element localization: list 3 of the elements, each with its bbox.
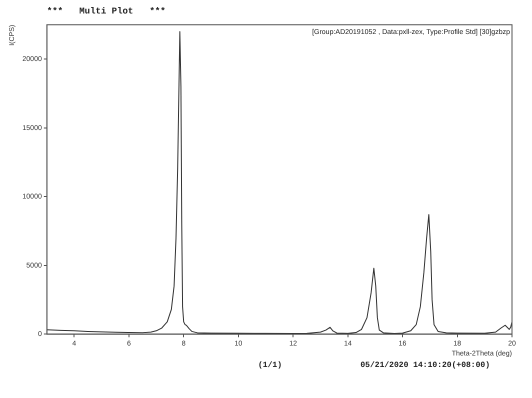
text: 05/21/2020 14:10:20(+08:00) bbox=[360, 361, 490, 370]
chart-title: *** Multi Plot *** bbox=[46, 6, 166, 17]
text: (1/1) bbox=[258, 361, 282, 370]
